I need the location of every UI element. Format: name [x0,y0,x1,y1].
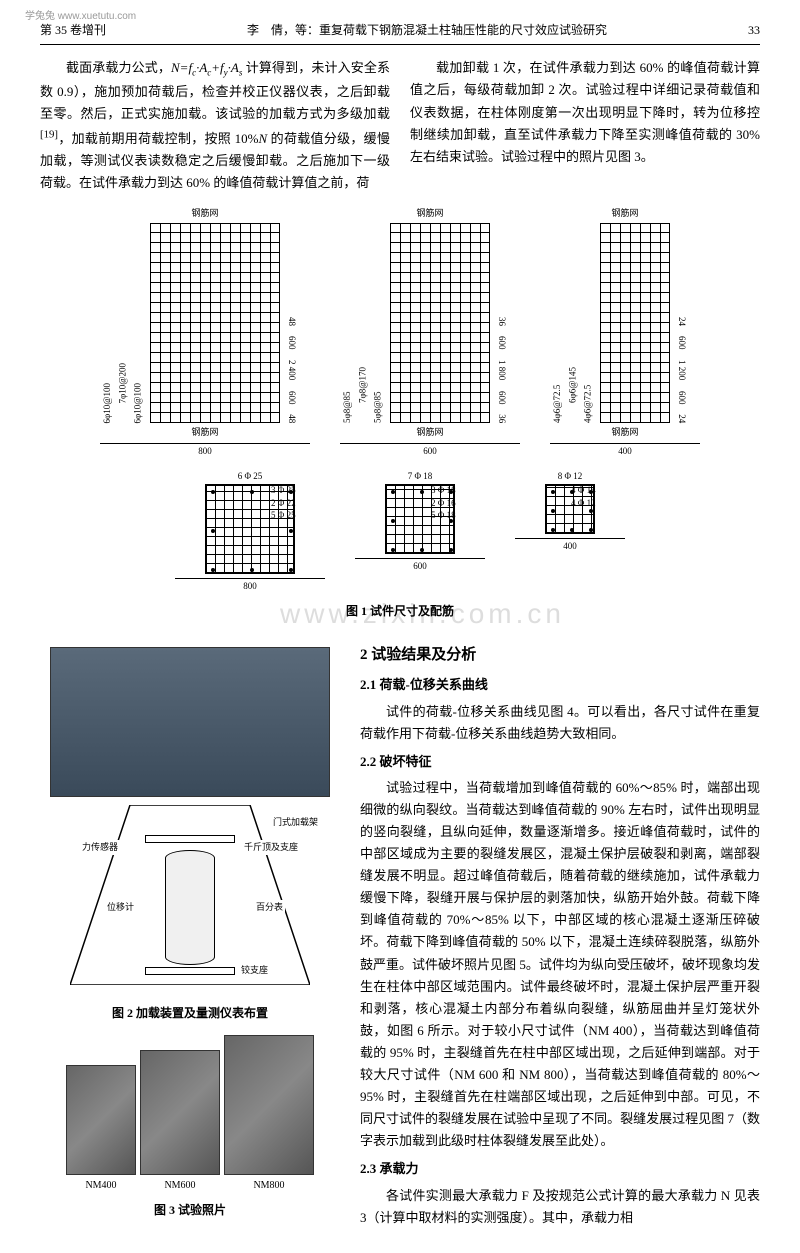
apparatus-diagram: 门式加载架 力传感器 千斤顶及支座 百分表 位移计 铰支座 [50,805,330,995]
column-section-2: 8 Φ 124 Φ 144 Φ 12400 [515,469,625,595]
sec22-title: 2.2 破坏特征 [360,751,760,773]
test-photo-NM400: NM400 [66,1065,136,1194]
test-photo-NM600: NM600 [140,1050,220,1194]
figure-3: NM400NM600NM800 图 3 试验照片 [40,1035,340,1220]
sec21-title: 2.1 荷载-位移关系曲线 [360,674,760,696]
label-sensor: 力传感器 [80,840,120,855]
header-right: 33 [748,20,760,40]
figure-2: 门式加载架 力传感器 千斤顶及支座 百分表 位移计 铰支座 图 2 加载装置及量… [40,647,340,1023]
source-watermark: 学兔兔 www.xuetutu.com [25,8,136,25]
fig3-caption: 图 3 试验照片 [40,1200,340,1220]
column-elevation-2: 钢筋网 4φ6@72.56φ6@1454φ6@72.5 24 600 1 200… [550,206,700,459]
intro-left: 截面承载力公式，N=fc·Ac+fy·As 计算得到，未计入安全系数 0.9），… [40,57,390,194]
test-photo-main [50,647,330,797]
label-disp: 位移计 [105,900,136,915]
fig2-caption: 图 2 加载装置及量测仪表布置 [40,1003,340,1023]
page-header: 第 35 卷增刊 李 倩，等：重复荷载下钢筋混凝土柱轴压性能的尺寸效应试验研究 … [40,20,760,45]
intro-right: 载加卸载 1 次，在试件承载力到达 60% 的峰值荷载计算值之后，每级荷载加卸 … [410,57,760,194]
sec22-text: 试验过程中，当荷载增加到峰值荷载的 60%～85% 时，端部出现细微的纵向裂纹。… [360,777,760,1153]
section-2: 2 试验结果及分析 2.1 荷载-位移关系曲线 试件的荷载-位移关系曲线见图 4… [360,635,760,1233]
label-frame: 门式加载架 [271,815,320,830]
test-photo-NM800: NM800 [224,1035,314,1194]
column-elevation-1: 钢筋网 5φ8@857φ8@1705φ8@85 36 600 1 800 600… [340,206,520,459]
fig1-caption: 图 1 试件尺寸及配筋 [40,601,760,621]
label-hinge: 铰支座 [239,963,270,978]
figure-1: 钢筋网 6φ10@1007φ10@2006φ10@100 48 600 2 40… [40,206,760,621]
sec2-title: 2 试验结果及分析 [360,643,760,669]
label-dial: 百分表 [254,900,285,915]
header-center: 李 倩，等：重复荷载下钢筋混凝土柱轴压性能的尺寸效应试验研究 [247,20,607,40]
column-elevation-0: 钢筋网 6φ10@1007φ10@2006φ10@100 48 600 2 40… [100,206,310,459]
intro-paragraphs: 截面承载力公式，N=fc·Ac+fy·As 计算得到，未计入安全系数 0.9），… [40,57,760,194]
sec23-title: 2.3 承载力 [360,1158,760,1180]
label-jack: 千斤顶及支座 [242,840,300,855]
sec21-text: 试件的荷载-位移关系曲线见图 4。可以看出，各尺寸试件在重复荷载作用下荷载-位移… [360,701,760,745]
intro-left-text: 计算得到，未计入安全系数 0.9），施加预加荷载后，检查并校正仪器仪表，之后卸载… [40,60,390,190]
column-section-0: 6 Φ 253 Φ 252 Φ 225 Φ 25800 [175,469,325,595]
sec23-text: 各试件实测最大承载力 F 及按规范公式计算的最大承载力 N 见表 3（计算中取材… [360,1185,760,1229]
column-section-1: 7 Φ 183 Φ 182 Φ 165 Φ 18600 [355,469,485,595]
